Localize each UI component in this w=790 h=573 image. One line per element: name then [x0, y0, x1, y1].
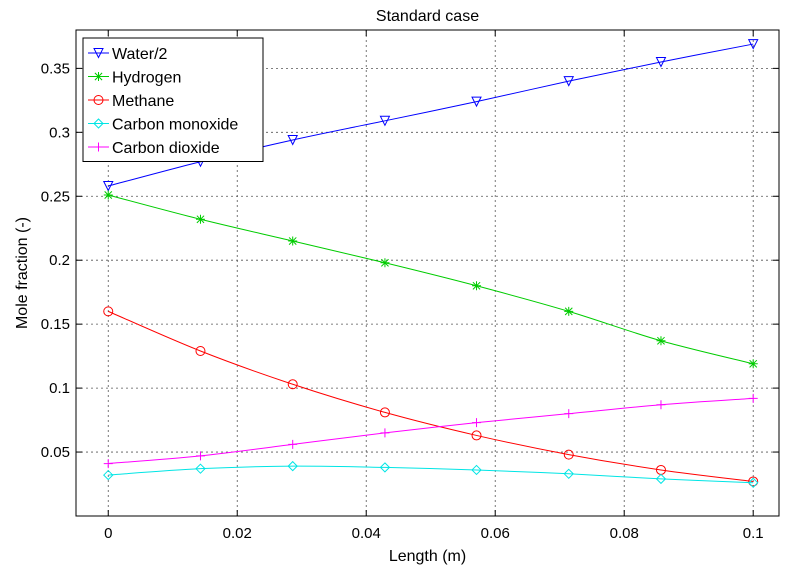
- x-axis-label: Length (m): [389, 548, 466, 565]
- data-point-water-2: [563, 76, 575, 87]
- data-point-carbon-dioxide: [103, 459, 113, 469]
- series-methane: [103, 306, 759, 487]
- y-tick-label: 0.3: [49, 124, 70, 141]
- data-point-carbon-dioxide: [472, 418, 482, 428]
- legend-marker: [93, 95, 104, 105]
- series-carbon-dioxide: [103, 393, 758, 469]
- data-point-carbon-dioxide: [656, 400, 666, 410]
- series-line-hydrogen: [108, 194, 754, 365]
- data-point-carbon-dioxide: [195, 451, 205, 461]
- grid: [76, 30, 779, 516]
- y-tick-label: 0.25: [41, 188, 70, 205]
- y-tick-label: 0.05: [41, 444, 70, 461]
- chart-title: Standard case: [376, 8, 479, 25]
- x-tick-label: 0.04: [352, 525, 381, 542]
- data-point-carbon-monoxide: [379, 462, 391, 473]
- data-point-water-2: [471, 96, 482, 108]
- legend-item-carbon-monoxide: Carbon monoxide: [88, 117, 238, 134]
- legend-marker: [93, 118, 104, 129]
- legend-item-methane: Methane: [88, 93, 174, 110]
- legend-label: Methane: [112, 93, 174, 110]
- x-tick-label: 0.1: [743, 525, 764, 542]
- data-point-hydrogen: [564, 306, 574, 316]
- data-point-water-2: [102, 181, 114, 192]
- x-tick-label: 0.06: [481, 525, 510, 542]
- y-tick-label: 0.1: [49, 380, 70, 397]
- data-point-methane: [563, 449, 574, 460]
- legend: Water/2 Hydrogen Methane Carbon monoxide Car…: [82, 37, 264, 162]
- data-point-hydrogen: [472, 281, 482, 291]
- data-point-hydrogen: [748, 359, 758, 369]
- legend-label: Carbon dioxide: [112, 140, 220, 157]
- data-point-carbon-monoxide: [563, 468, 574, 480]
- legend-marker: [94, 142, 103, 152]
- legend-label: Water/2: [112, 46, 168, 63]
- y-tick-label: 0.15: [41, 316, 70, 333]
- data-point-water-2: [379, 115, 391, 127]
- series-line-methane: [108, 310, 754, 482]
- y-axis-label: Mole fraction (-): [14, 217, 31, 329]
- y-tick-label: 0.35: [41, 60, 70, 77]
- legend-marker: [94, 72, 103, 81]
- data-point-hydrogen: [288, 236, 298, 246]
- series-line-carbon-dioxide: [108, 397, 754, 465]
- plot-frame: [75, 29, 780, 517]
- series-line-carbon-monoxide: [108, 465, 754, 484]
- data-point-water-2: [747, 39, 759, 50]
- legend-item-water-2: Water/2: [88, 46, 168, 63]
- data-point-methane: [195, 346, 206, 357]
- x-tick-label: 0: [104, 525, 112, 542]
- data-point-carbon-monoxide: [195, 463, 206, 474]
- x-tick-label: 0.02: [223, 525, 252, 542]
- data-point-hydrogen: [195, 214, 205, 224]
- legend-item-hydrogen: Hydrogen: [88, 70, 181, 87]
- data-point-carbon-monoxide: [747, 477, 759, 488]
- data-point-methane: [103, 306, 114, 317]
- data-point-methane: [287, 379, 298, 390]
- y-tick-label: 0.2: [49, 252, 70, 269]
- data-point-carbon-dioxide: [288, 439, 298, 449]
- legend-marker: [93, 48, 104, 59]
- data-point-hydrogen: [103, 190, 113, 200]
- data-point-water-2: [655, 56, 667, 68]
- series-carbon-monoxide: [103, 460, 759, 488]
- data-point-hydrogen: [656, 336, 666, 346]
- data-point-carbon-monoxide: [655, 473, 667, 485]
- legend-box: [82, 37, 264, 162]
- x-tick-label: 0.08: [610, 525, 639, 542]
- data-point-carbon-dioxide: [748, 393, 758, 403]
- axis-ticks: 0 0.02 0.04 0.06 0.08 0.1 0.05 0.1 0.15 0.2 0.25 0.…: [41, 30, 779, 542]
- legend-item-carbon-dioxide: Carbon dioxide: [88, 140, 220, 157]
- data-point-hydrogen: [380, 258, 390, 268]
- legend-label: Carbon monoxide: [112, 117, 238, 134]
- data-point-carbon-dioxide: [564, 409, 574, 419]
- data-point-water-2: [287, 134, 299, 146]
- data-point-carbon-monoxide: [287, 460, 298, 472]
- data-point-methane: [379, 407, 390, 418]
- data-point-carbon-monoxide: [471, 464, 482, 476]
- data-point-methane: [748, 476, 759, 487]
- legend-label: Hydrogen: [112, 70, 181, 87]
- data-point-carbon-monoxide: [103, 469, 114, 481]
- data-point-methane: [471, 430, 482, 441]
- data-point-carbon-dioxide: [380, 428, 390, 438]
- series-hydrogen: [103, 190, 758, 369]
